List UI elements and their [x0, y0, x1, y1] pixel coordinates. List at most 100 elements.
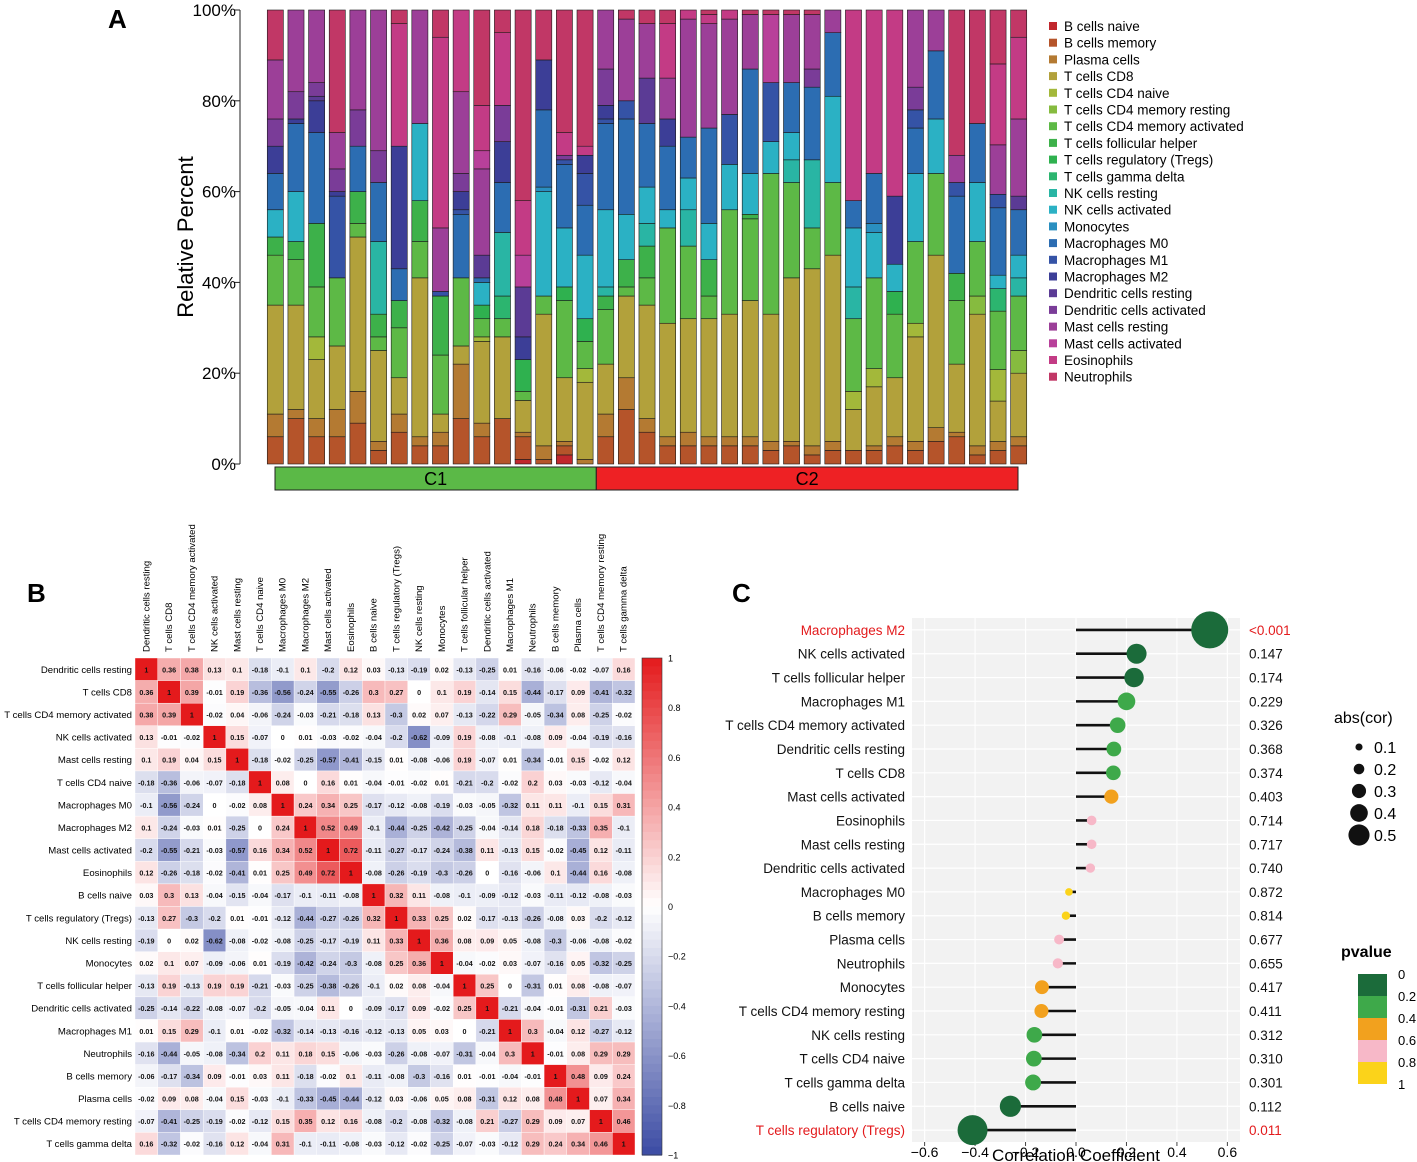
bar-segment — [865, 450, 883, 465]
bar-segment — [287, 118, 305, 124]
heatmap-cell-value: -0.32 — [275, 1027, 291, 1036]
heatmap-cell-value: -0.2 — [254, 1004, 266, 1013]
row-label: Eosinophils — [836, 813, 905, 828]
heatmap-cell-value: 0.09 — [571, 688, 585, 697]
bar-segment — [617, 100, 635, 120]
legend-swatch — [1049, 322, 1057, 331]
heatmap-cell-value: 0.19 — [208, 982, 222, 991]
heatmap-cell-value: -0.38 — [320, 982, 336, 991]
heatmap-cell-value: 0.07 — [185, 959, 199, 968]
heatmap-cell-value: 0.72 — [321, 869, 335, 878]
heatmap-cell-value: 0.11 — [526, 801, 540, 810]
heatmap-cell-value: -0.11 — [320, 1140, 336, 1149]
bar-segment — [308, 359, 325, 419]
column-label: NK cells resting — [414, 585, 425, 652]
heatmap-cell-value: 0.34 — [617, 1095, 631, 1104]
p-value-label: 0.403 — [1249, 790, 1283, 805]
bar-segment — [576, 459, 594, 465]
lollipop-dot — [1106, 741, 1122, 757]
heatmap-cell-value: 0.05 — [503, 936, 517, 945]
heatmap-cell-value: -0.08 — [365, 1117, 381, 1126]
bar-segment — [535, 445, 553, 460]
heatmap-cell-value: -0.21 — [456, 778, 472, 787]
bar-segment — [576, 204, 594, 256]
heatmap-cell-value: 0.08 — [276, 778, 290, 787]
colorbar-segment — [642, 989, 662, 999]
bar-segment — [741, 218, 759, 301]
heatmap-cell-value: -0.13 — [320, 1027, 336, 1036]
heatmap-cell-value: -0.21 — [252, 982, 268, 991]
heatmap-cell-value: 0.08 — [253, 801, 267, 810]
bar-segment — [762, 82, 780, 142]
heatmap-cell-value: 0.01 — [458, 1072, 472, 1081]
heatmap-cell-value: -0.13 — [456, 665, 472, 674]
heatmap-cell-value: -0.31 — [456, 1049, 472, 1058]
bar-segment — [803, 445, 821, 456]
bar-segment — [452, 214, 470, 279]
heatmap-cell-value: 0.11 — [321, 1004, 335, 1013]
bar-segment — [390, 327, 408, 379]
row-label: T cells CD4 memory resting — [739, 1004, 905, 1019]
heatmap-cell-value: 1 — [235, 756, 239, 765]
bar-segment — [473, 277, 491, 283]
bar-segment — [597, 68, 615, 106]
heatmap-cell-value: 0.3 — [528, 1027, 538, 1036]
bar-segment — [803, 86, 821, 161]
heatmap-cell-value: 0.19 — [458, 733, 472, 742]
bar-segment — [349, 109, 367, 147]
heatmap-cell-value: -0.04 — [479, 1049, 495, 1058]
column-label: Macrophages M2 — [300, 578, 311, 652]
heatmap-cell-value: 0.36 — [162, 665, 176, 674]
colorbar-segment — [642, 831, 662, 841]
bar-segment — [721, 313, 738, 438]
heatmap-cell-value: -0.56 — [161, 801, 177, 810]
bar-segment — [370, 182, 387, 242]
colorbar-segment — [642, 699, 662, 709]
column-label: T cells follicular helper — [460, 556, 471, 652]
row-label: Macrophages M1 — [58, 1026, 132, 1037]
bar-segment — [411, 277, 429, 438]
heatmap-cell-value: 0.08 — [458, 1095, 472, 1104]
lollipop-dot — [1061, 911, 1071, 920]
heatmap-cell-value: -0.01 — [547, 1049, 563, 1058]
color-legend-swatch — [1358, 1062, 1387, 1084]
y-tick-label: 60% — [202, 183, 236, 202]
heatmap-cell-value: 0.01 — [503, 756, 517, 765]
row-label: Macrophages M2 — [801, 623, 905, 638]
bar-segment — [514, 400, 532, 433]
heatmap-cell-value: 0.12 — [139, 869, 153, 878]
heatmap-cell-value: 0.29 — [526, 1140, 540, 1149]
colorbar-segment — [642, 856, 662, 866]
bar-segment — [494, 318, 511, 338]
heatmap-cell-value: 0.38 — [139, 710, 153, 719]
row-label: Monocytes — [86, 958, 133, 969]
bar-segment — [989, 193, 1007, 209]
bar-segment — [617, 377, 635, 410]
bar-segment — [927, 9, 945, 52]
bar-segment — [411, 436, 429, 447]
heatmap-cell-value: -0.03 — [297, 710, 313, 719]
bar-segment — [494, 105, 511, 142]
heatmap-cell-value: -0.3 — [186, 914, 198, 923]
legend-swatch — [1049, 255, 1057, 264]
bar-segment — [845, 318, 862, 392]
heatmap-cell-value: 0.19 — [230, 688, 244, 697]
colorbar-segment — [642, 914, 662, 924]
bar-segment — [349, 145, 367, 192]
bar-segment — [494, 418, 511, 465]
legend-label: T cells gamma delta — [1064, 169, 1185, 184]
legend-swatch — [1049, 222, 1057, 231]
row-label: T cells follicular helper — [37, 981, 133, 992]
colorbar-segment — [642, 798, 662, 808]
heatmap-cell-value: 0.1 — [141, 756, 151, 765]
bar-segment — [824, 95, 842, 183]
heatmap-cell-value: -0.04 — [456, 959, 472, 968]
heatmap-cell-value: -0.03 — [184, 823, 200, 832]
heatmap-cell-value: -0.2 — [140, 846, 152, 855]
bar-segment — [266, 254, 284, 306]
heatmap-cell-value: 0.24 — [276, 823, 290, 832]
heatmap-cell-value: 0.36 — [139, 688, 153, 697]
bar-segment — [328, 132, 346, 170]
heatmap-cell-value: -0.44 — [525, 688, 541, 697]
heatmap-cell-value: 0.11 — [367, 936, 381, 945]
